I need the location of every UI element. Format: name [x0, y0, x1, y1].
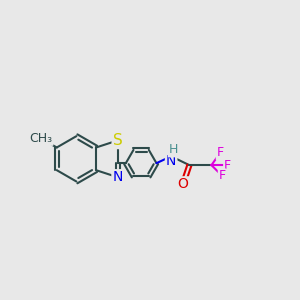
Text: CH₃: CH₃	[29, 132, 52, 145]
Text: N: N	[166, 154, 176, 168]
Text: F: F	[217, 146, 224, 159]
Text: F: F	[224, 159, 231, 172]
Text: S: S	[113, 133, 122, 148]
Text: O: O	[178, 177, 188, 191]
Text: N: N	[112, 170, 123, 184]
Text: F: F	[219, 169, 226, 182]
Text: H: H	[169, 143, 178, 156]
